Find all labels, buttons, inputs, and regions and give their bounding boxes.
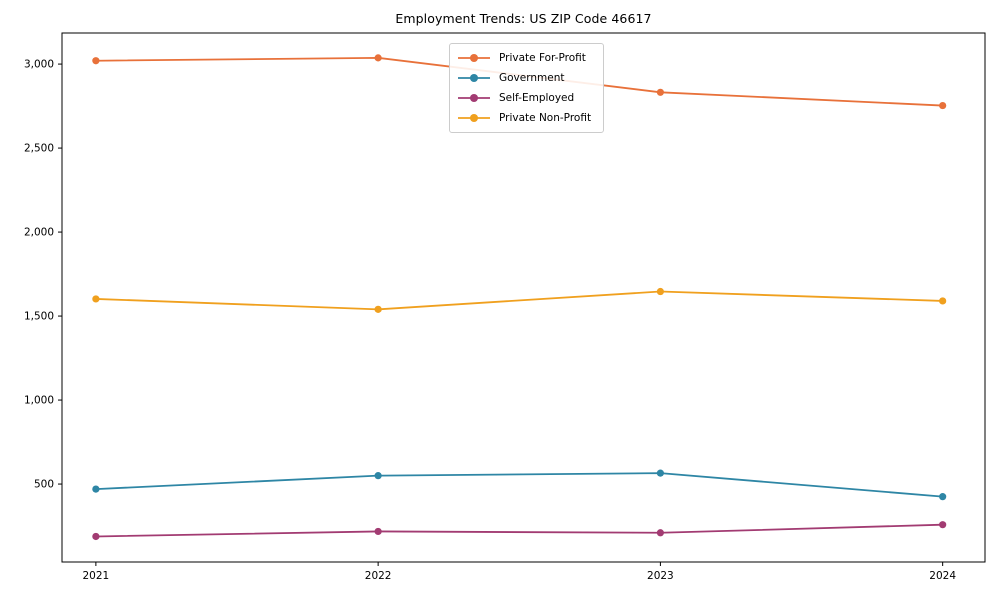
legend-marker-dot <box>470 114 478 122</box>
data-point-government-2021 <box>92 485 100 493</box>
legend-line-marker-icon <box>458 94 490 102</box>
legend-item-private-non-profit: Private Non-Profit <box>457 108 591 128</box>
series-line-self-employed <box>95 523 943 538</box>
data-point-government-2022 <box>374 472 382 480</box>
data-point-self-employed-2022 <box>374 527 382 536</box>
data-point-private-non-profit-2024 <box>939 297 947 305</box>
series-line-government <box>95 472 943 498</box>
legend-label-private-for-profit: Private For-Profit <box>499 52 586 64</box>
y-tick-label: 3,000 <box>24 59 54 71</box>
x-tick-label: 2024 <box>929 570 956 582</box>
legend-marker-dot <box>470 74 478 82</box>
legend-item-government: Government <box>457 68 591 88</box>
legend-line-marker-icon <box>458 54 490 62</box>
axes-frame <box>61 32 986 563</box>
legend-line-marker-icon <box>458 114 490 122</box>
data-point-self-employed-2023 <box>656 529 664 537</box>
data-point-private-for-profit-2021 <box>92 57 100 65</box>
data-point-private-for-profit-2023 <box>656 88 664 96</box>
legend-line-marker-icon <box>458 74 490 82</box>
legend-label-government: Government <box>499 72 565 84</box>
x-tick-label: 2022 <box>365 570 392 582</box>
y-tick-label: 2,000 <box>24 227 54 239</box>
legend-label-private-non-profit: Private Non-Profit <box>499 112 592 124</box>
y-tick-label: 2,500 <box>24 143 54 155</box>
data-point-government-2023 <box>656 469 664 477</box>
data-point-private-non-profit-2023 <box>656 287 664 296</box>
y-tick-label: 1,000 <box>24 395 54 407</box>
data-point-private-for-profit-2022 <box>374 54 382 62</box>
data-point-self-employed-2024 <box>939 521 947 529</box>
legend-label-self-employed: Self-Employed <box>499 92 575 104</box>
data-point-private-non-profit-2022 <box>374 305 382 313</box>
x-tick-label: 2021 <box>83 570 110 582</box>
data-point-private-non-profit-2021 <box>92 295 100 303</box>
series-line-private-non-profit <box>95 290 943 311</box>
data-point-government-2024 <box>939 493 947 501</box>
y-tick-label: 1,500 <box>24 311 54 323</box>
legend-marker-dot <box>470 54 478 62</box>
data-point-private-for-profit-2024 <box>939 101 947 110</box>
y-tick-label: 500 <box>34 479 54 491</box>
legend-marker-dot <box>470 94 478 102</box>
legend-item-self-employed: Self-Employed <box>457 88 591 108</box>
chart-title: Employment Trends: US ZIP Code 46617 <box>395 11 652 26</box>
data-point-self-employed-2021 <box>92 532 100 541</box>
legend: Private For-Profit Government Self-Employe… <box>449 43 605 133</box>
x-tick-label: 2023 <box>647 570 674 582</box>
legend-item-private-for-profit: Private For-Profit <box>457 48 591 68</box>
